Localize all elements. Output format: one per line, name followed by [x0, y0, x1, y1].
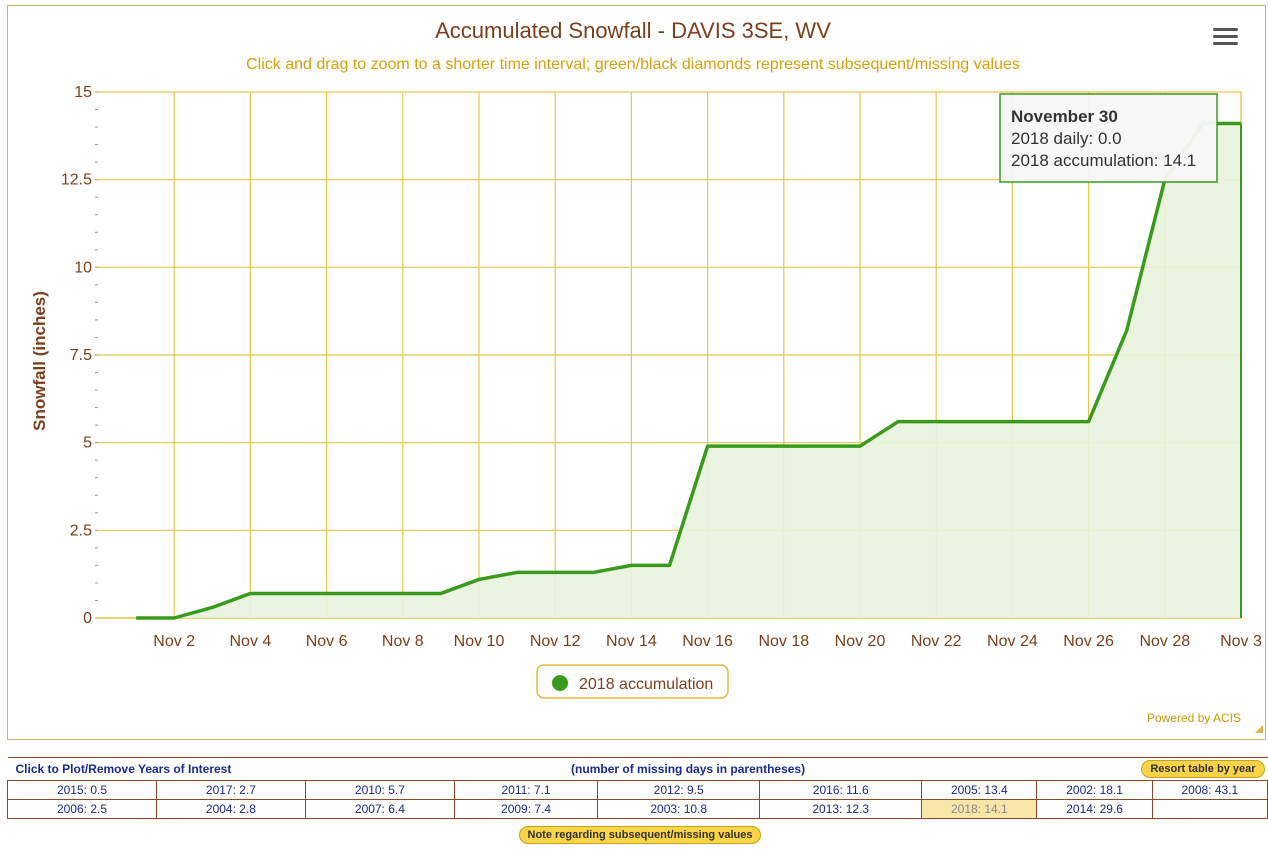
y-tick-label: 5: [83, 435, 92, 452]
data-point[interactable]: [932, 418, 940, 426]
tooltip-daily: 2018 daily: 0.0: [1011, 129, 1122, 148]
years-table-header-right: Resort table by year: [921, 757, 1268, 781]
x-tick-label: Nov 26: [1063, 633, 1114, 650]
year-toggle-cell[interactable]: 2003: 10.8: [597, 799, 761, 819]
y-tick-label: 0: [83, 610, 92, 627]
chart-title: Accumulated Snowfall - DAVIS 3SE, WV: [435, 18, 831, 43]
chart-container: Accumulated Snowfall - DAVIS 3SE, WV Cli…: [7, 5, 1266, 740]
chart-subtitle: Click and drag to zoom to a shorter time…: [246, 56, 1020, 73]
data-point[interactable]: [1008, 418, 1016, 426]
tooltip-title: November 30: [1011, 107, 1118, 126]
data-point[interactable]: [246, 589, 254, 597]
data-point[interactable]: [437, 589, 445, 597]
x-tick-label: Nov 8: [382, 633, 424, 650]
x-tick-label: Nov 3: [1220, 633, 1262, 650]
legend-item-label: 2018 accumulation: [579, 676, 713, 693]
series-area: [136, 123, 1242, 618]
year-toggle-cell[interactable]: 2006: 2.5: [7, 799, 157, 819]
years-table-row: 2006: 2.5 2004: 2.8 2007: 6.4 2009: 7.4 2003…: [7, 799, 1268, 819]
x-tick-label: Nov 18: [758, 633, 809, 650]
year-toggle-cell[interactable]: 2018: 14.1: [921, 799, 1038, 819]
y-tick-label: 7.5: [70, 347, 92, 364]
y-tick-label: 2.5: [70, 522, 92, 539]
data-point[interactable]: [1085, 418, 1093, 426]
years-table-row: 2015: 0.5 2017: 2.7 2010: 5.7 2011: 7.1 2012…: [7, 780, 1268, 800]
x-tick-label: Nov 6: [306, 633, 348, 650]
data-point[interactable]: [780, 442, 788, 450]
data-point[interactable]: [1123, 326, 1131, 334]
year-toggle-cell[interactable]: 2007: 6.4: [304, 799, 455, 819]
series-line-path[interactable]: [136, 121, 1241, 620]
y-axis: 0 2.5 5 7.5 10 12.5 15: [61, 84, 98, 627]
data-point[interactable]: [170, 614, 178, 622]
year-toggle-cell[interactable]: 2016: 11.6: [759, 780, 923, 800]
x-tick-label: Nov 20: [835, 633, 886, 650]
year-toggle-cell[interactable]: 2013: 12.3: [759, 799, 923, 819]
year-toggle-cell[interactable]: 2017: 2.7: [155, 780, 306, 800]
x-tick-label: Nov 22: [911, 633, 962, 650]
data-point[interactable]: [323, 589, 331, 597]
year-toggle-cell[interactable]: 2010: 5.7: [304, 780, 455, 800]
x-tick-label: Nov 2: [153, 633, 195, 650]
year-toggle-cell[interactable]: 2009: 7.4: [453, 799, 599, 819]
data-point[interactable]: [589, 568, 597, 576]
menu-icon[interactable]: [1213, 28, 1238, 45]
resize-handle-icon[interactable]: [1255, 725, 1263, 733]
x-tick-label: Nov 16: [682, 633, 733, 650]
legend[interactable]: 2018 accumulation: [536, 664, 729, 699]
x-tick-label: Nov 14: [606, 633, 657, 650]
data-point[interactable]: [818, 442, 826, 450]
data-point[interactable]: [285, 589, 293, 597]
y-axis-label: Snowfall (inches): [30, 291, 49, 431]
x-tick-label: Nov 4: [230, 633, 272, 650]
resort-table-button[interactable]: Resort table by year: [1141, 760, 1265, 778]
data-point[interactable]: [551, 568, 559, 576]
chart-svg[interactable]: Accumulated Snowfall - DAVIS 3SE, WV Cli…: [8, 6, 1267, 741]
data-point[interactable]: [1047, 418, 1055, 426]
year-toggle-cell[interactable]: 2002: 18.1: [1036, 780, 1153, 800]
x-tick-label: Nov 28: [1139, 633, 1190, 650]
data-point[interactable]: [132, 614, 140, 622]
data-point[interactable]: [361, 589, 369, 597]
y-tick-label: 15: [74, 84, 92, 101]
data-point[interactable]: [704, 442, 712, 450]
y-tick-label: 12.5: [61, 172, 92, 189]
y-tick-label: 10: [74, 259, 92, 276]
note-missing-values-button[interactable]: Note regarding subsequent/missing values: [519, 826, 761, 844]
series-line[interactable]: [132, 120, 1245, 622]
years-table-header: Click to Plot/Remove Years of Interest (…: [7, 757, 1268, 781]
years-table: Click to Plot/Remove Years of Interest (…: [7, 757, 1268, 819]
year-toggle-cell[interactable]: 2012: 9.5: [597, 780, 761, 800]
tooltip-accumulation: 2018 accumulation: 14.1: [1011, 151, 1196, 170]
data-point[interactable]: [894, 418, 902, 426]
tooltip: November 30 2018 daily: 0.0 2018 accumul…: [999, 93, 1218, 183]
data-point[interactable]: [513, 568, 521, 576]
year-toggle-cell[interactable]: 2005: 13.4: [921, 780, 1038, 800]
year-toggle-cell[interactable]: 2015: 0.5: [7, 780, 157, 800]
legend-marker-icon: [552, 675, 568, 691]
series-area-fill: [136, 123, 1242, 618]
credit-link[interactable]: Powered by ACIS: [1147, 711, 1241, 725]
years-table-instructions: Click to Plot/Remove Years of Interest: [7, 757, 455, 781]
data-point[interactable]: [742, 442, 750, 450]
data-point[interactable]: [666, 561, 674, 569]
data-point[interactable]: [627, 561, 635, 569]
data-point[interactable]: [475, 575, 483, 583]
x-tick-label: Nov 10: [454, 633, 505, 650]
year-toggle-cell[interactable]: 2008: 43.1: [1151, 780, 1268, 800]
year-toggle-cell[interactable]: 2014: 29.6: [1036, 799, 1153, 819]
x-axis: Nov 2 Nov 4 Nov 6 Nov 8 Nov 10 Nov 12 Nov 14 No…: [153, 633, 1262, 650]
data-point[interactable]: [208, 603, 216, 611]
year-toggle-cell[interactable]: 2011: 7.1: [453, 780, 599, 800]
year-toggle-cell[interactable]: 2004: 2.8: [155, 799, 306, 819]
years-table-note: (number of missing days in parentheses): [454, 757, 922, 781]
data-point[interactable]: [856, 442, 864, 450]
data-point[interactable]: [399, 589, 407, 597]
empty-cell: [1151, 799, 1268, 819]
x-tick-label: Nov 24: [987, 633, 1038, 650]
x-tick-label: Nov 12: [530, 633, 581, 650]
data-point[interactable]: [970, 418, 978, 426]
